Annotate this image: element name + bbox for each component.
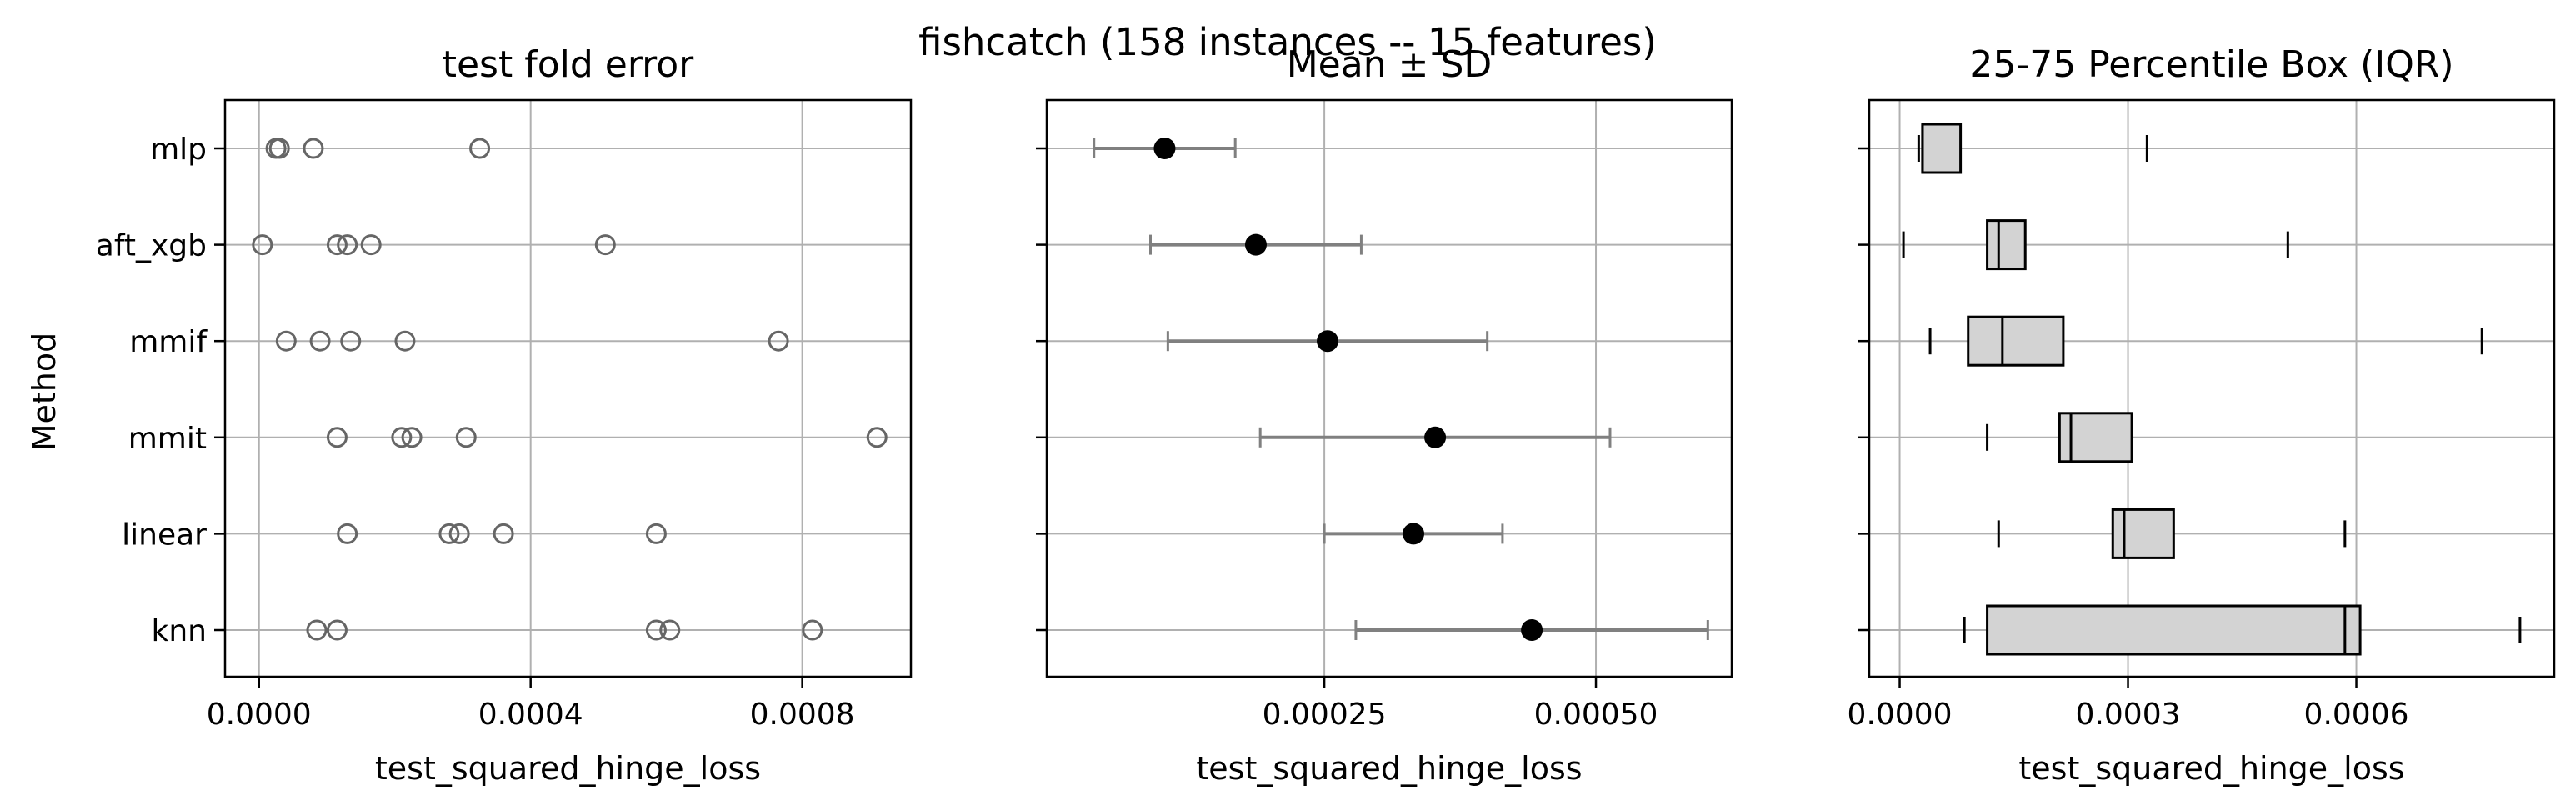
x-tick-label: 0.00050 xyxy=(1534,698,1658,732)
x-tick-label: 0.0008 xyxy=(750,698,855,732)
data-point-aft_xgb xyxy=(252,234,273,256)
iqr-box-mlp xyxy=(1921,123,1963,174)
data-point-knn xyxy=(645,619,667,641)
data-point-linear xyxy=(337,523,358,544)
mean-marker-mmit xyxy=(1424,426,1447,448)
iqr-box-knn xyxy=(1986,604,2362,656)
x-tick-label: 0.00025 xyxy=(1263,698,1387,732)
panel-title: Mean ± SD xyxy=(1287,43,1493,86)
data-point-knn xyxy=(306,619,328,641)
x-axis-label: test_squared_hinge_loss xyxy=(375,750,761,787)
mean-marker-linear xyxy=(1403,523,1425,545)
panel-1: knn linear mmit mmif aft_xgb mlp 0.0000 0.0004 0… xyxy=(96,43,913,787)
data-point-mmif xyxy=(394,330,416,352)
data-point-knn xyxy=(802,619,823,641)
data-point-mmif xyxy=(340,330,362,352)
panel-3: 0.0000 0.0003 0.0006 25-75 Percentile Box (… xyxy=(1848,43,2556,787)
data-point-mlp xyxy=(469,138,491,159)
y-tick-label-knn: knn xyxy=(152,614,207,648)
y-tick-label-mlp: mlp xyxy=(150,133,207,167)
data-point-mmit xyxy=(455,427,477,448)
data-point-mmit xyxy=(326,427,348,448)
axes-frame xyxy=(223,98,913,678)
y-tick-label-mmit: mmit xyxy=(128,422,207,456)
data-point-mmit xyxy=(401,427,423,448)
axes-frame xyxy=(1868,98,2556,678)
data-point-aft_xgb xyxy=(326,234,348,256)
data-point-knn xyxy=(326,619,348,641)
data-point-knn xyxy=(659,619,681,641)
y-tick-label-mmif: mmif xyxy=(129,325,208,359)
panel-title: test fold error xyxy=(443,43,694,86)
data-point-mmif xyxy=(275,330,297,352)
data-point-linear xyxy=(645,523,667,544)
mean-marker-mlp xyxy=(1153,138,1176,159)
data-point-mmit xyxy=(866,427,888,448)
data-point-aft_xgb xyxy=(337,234,358,256)
panel-2: 0.00025 0.00050 Mean ± SD test_squared_hing… xyxy=(1036,43,1733,787)
x-axis-label: test_squared_hinge_loss xyxy=(2018,750,2404,787)
mean-marker-knn xyxy=(1521,619,1543,641)
data-point-mmif xyxy=(309,330,331,352)
y-tick-label-aft_xgb: aft_xgb xyxy=(96,229,207,263)
mean-marker-mmif xyxy=(1317,330,1339,353)
iqr-box-linear xyxy=(2111,508,2175,559)
x-axis-label: test_squared_hinge_loss xyxy=(1196,750,1582,787)
data-point-aft_xgb xyxy=(360,234,382,256)
x-tick-label: 0.0000 xyxy=(207,698,312,732)
y-tick-label-linear: linear xyxy=(122,518,207,552)
data-point-mmif xyxy=(768,330,789,352)
data-point-linear xyxy=(438,523,460,544)
iqr-box-mmif xyxy=(1967,315,2065,367)
x-tick-label: 0.0003 xyxy=(2076,698,2181,732)
x-tick-label: 0.0006 xyxy=(2304,698,2409,732)
panel-title: 25-75 Percentile Box (IQR) xyxy=(1969,43,2453,86)
data-point-mlp xyxy=(303,138,324,159)
iqr-box-aft_xgb xyxy=(1986,219,2027,271)
data-point-mlp xyxy=(268,138,290,159)
mean-marker-aft_xgb xyxy=(1244,233,1267,256)
y-axis-label: Method xyxy=(26,333,63,452)
data-point-linear xyxy=(448,523,470,544)
x-tick-label: 0.0004 xyxy=(478,698,583,732)
data-point-aft_xgb xyxy=(594,234,616,256)
data-point-mmit xyxy=(391,427,413,448)
data-point-linear xyxy=(493,523,514,544)
x-tick-label: 0.0000 xyxy=(1848,698,1953,732)
figure-title: fishcatch (158 instances -- 15 features) xyxy=(918,20,1657,64)
axes-frame xyxy=(1045,98,1733,678)
